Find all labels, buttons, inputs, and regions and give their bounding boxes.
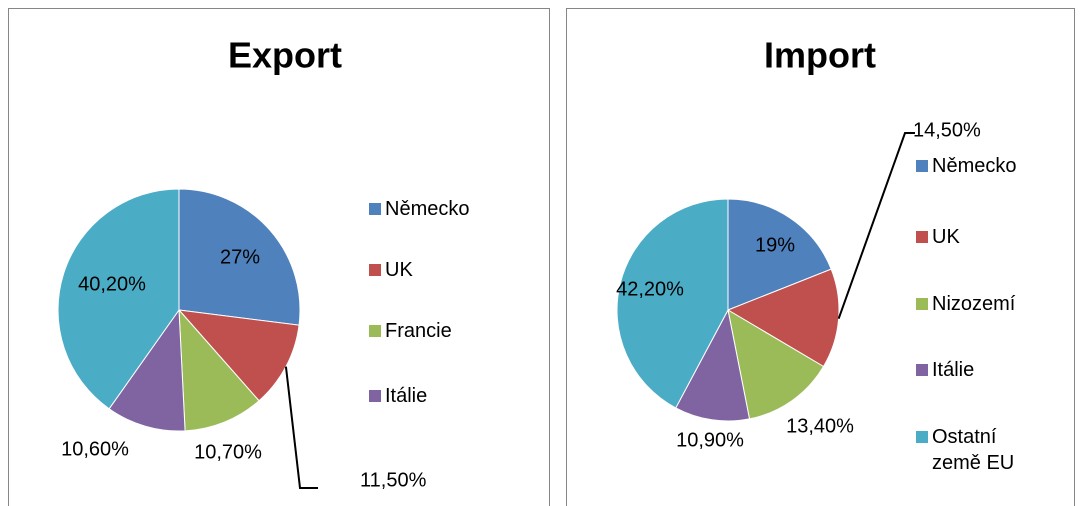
legend-item: Francie bbox=[369, 318, 519, 344]
legend-item: UK bbox=[369, 257, 519, 283]
legend-label: Německo bbox=[385, 198, 470, 220]
legend-item: Itálie bbox=[369, 383, 519, 409]
data-label: 10,60% bbox=[61, 438, 129, 460]
chart-title: Import bbox=[764, 35, 876, 76]
pie-slice bbox=[108, 308, 186, 432]
legend-label: Německo bbox=[932, 155, 1017, 177]
pie-slice bbox=[177, 309, 300, 402]
legend-label: Francie bbox=[385, 320, 452, 342]
data-label: 19% bbox=[755, 234, 795, 256]
legend-swatch bbox=[916, 298, 928, 310]
data-label: 40,20% bbox=[78, 273, 146, 295]
legend-label: UK bbox=[385, 259, 413, 281]
legend-swatch bbox=[369, 390, 381, 402]
legend-label: UK bbox=[932, 226, 960, 248]
pie-slice bbox=[726, 268, 840, 368]
legend-swatch bbox=[916, 364, 928, 376]
legend-item: Itálie bbox=[916, 357, 1066, 383]
legend-item: UK bbox=[916, 224, 1066, 250]
legend-item: Ostatní země EU bbox=[916, 424, 1041, 476]
legend-item: Německo bbox=[369, 196, 519, 222]
data-label: 10,70% bbox=[194, 441, 262, 463]
pie-slice bbox=[57, 188, 180, 410]
legend-label: Itálie bbox=[932, 359, 975, 381]
legend-swatch bbox=[369, 325, 381, 337]
legend-swatch bbox=[369, 203, 381, 215]
legend-swatch bbox=[916, 231, 928, 243]
pie-slice bbox=[675, 308, 751, 422]
data-label: 13,40% bbox=[786, 415, 854, 437]
legend-label: Itálie bbox=[385, 385, 428, 407]
legend-swatch bbox=[916, 431, 928, 443]
data-label: 42,20% bbox=[616, 278, 684, 300]
leader-line bbox=[284, 366, 318, 489]
legend-label: Ostatní země EU bbox=[932, 426, 1015, 474]
data-label: 27% bbox=[220, 246, 260, 268]
data-label: 14,50% bbox=[913, 119, 981, 141]
legend-swatch bbox=[916, 160, 928, 172]
pie-slice bbox=[616, 198, 729, 409]
legend-item: Nizozemí bbox=[916, 291, 1066, 317]
pie-slice bbox=[178, 188, 301, 326]
chart-title: Export bbox=[228, 35, 342, 76]
leader-line bbox=[837, 132, 915, 320]
pie-slice bbox=[178, 308, 260, 432]
pie-slice bbox=[727, 198, 832, 311]
data-label: 10,90% bbox=[676, 429, 744, 451]
legend-item: Německo bbox=[916, 153, 1066, 179]
data-label: 11,50% bbox=[360, 469, 427, 491]
legend-swatch bbox=[369, 264, 381, 276]
pie-slice bbox=[727, 309, 825, 420]
legend-label: Nizozemí bbox=[932, 293, 1016, 315]
